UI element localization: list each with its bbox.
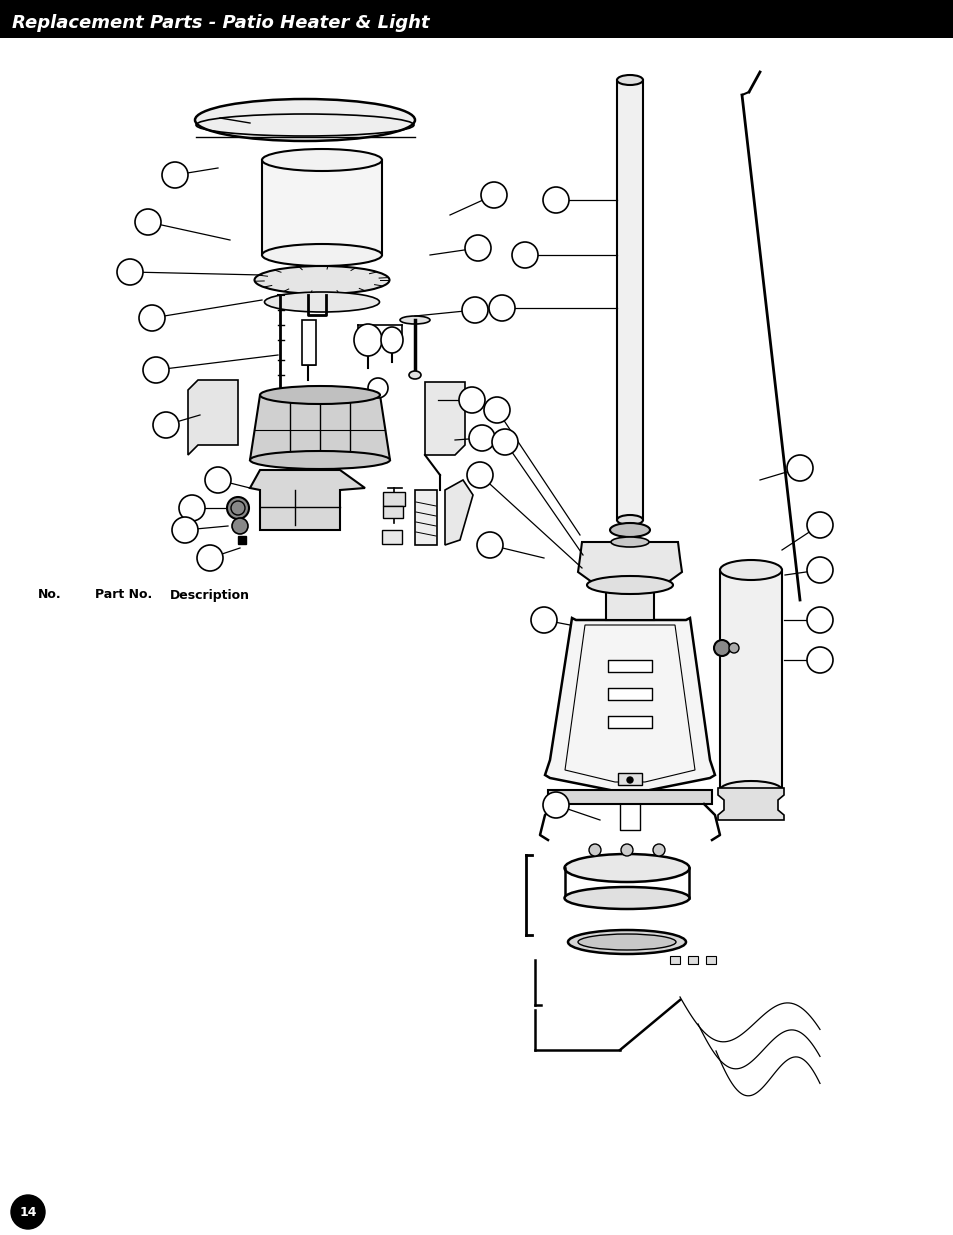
Circle shape <box>179 495 205 521</box>
Ellipse shape <box>354 324 381 356</box>
Circle shape <box>806 557 832 583</box>
Bar <box>607 716 651 727</box>
Bar <box>607 688 651 700</box>
Circle shape <box>152 412 179 438</box>
Circle shape <box>139 305 165 331</box>
Bar <box>237 536 246 543</box>
Circle shape <box>135 209 161 235</box>
Circle shape <box>806 513 832 538</box>
Ellipse shape <box>250 451 390 469</box>
Circle shape <box>652 844 664 856</box>
Circle shape <box>458 387 484 412</box>
Ellipse shape <box>399 316 430 324</box>
Polygon shape <box>544 618 714 795</box>
Circle shape <box>542 792 568 818</box>
Circle shape <box>492 429 517 454</box>
Circle shape <box>117 259 143 285</box>
Ellipse shape <box>262 245 381 266</box>
Polygon shape <box>188 380 237 454</box>
Circle shape <box>368 378 388 398</box>
Circle shape <box>172 517 198 543</box>
Circle shape <box>11 1195 45 1229</box>
Polygon shape <box>424 382 464 454</box>
Bar <box>720 571 781 790</box>
Ellipse shape <box>720 781 781 799</box>
Bar <box>607 659 651 672</box>
Bar <box>382 492 405 506</box>
Circle shape <box>231 501 245 515</box>
Bar <box>605 590 654 620</box>
Polygon shape <box>250 395 390 459</box>
Text: Replacement Parts - Patio Heater & Light: Replacement Parts - Patio Heater & Light <box>12 14 429 32</box>
Circle shape <box>806 647 832 673</box>
Bar <box>262 161 381 254</box>
Polygon shape <box>718 788 783 820</box>
Ellipse shape <box>609 522 649 537</box>
Circle shape <box>480 182 506 207</box>
Circle shape <box>626 777 633 783</box>
Circle shape <box>483 396 510 424</box>
Polygon shape <box>578 542 681 585</box>
Text: Part No.: Part No. <box>95 589 152 601</box>
Ellipse shape <box>564 853 689 882</box>
Circle shape <box>205 467 231 493</box>
Ellipse shape <box>409 370 420 379</box>
Circle shape <box>162 162 188 188</box>
Polygon shape <box>250 471 365 530</box>
Circle shape <box>713 640 729 656</box>
Bar <box>617 80 642 520</box>
Ellipse shape <box>254 266 389 294</box>
Circle shape <box>728 643 739 653</box>
Ellipse shape <box>610 537 648 547</box>
Ellipse shape <box>264 291 379 312</box>
Text: No.: No. <box>38 589 62 601</box>
Bar <box>547 790 711 804</box>
Ellipse shape <box>617 75 642 85</box>
Ellipse shape <box>617 515 642 525</box>
Bar <box>705 956 716 965</box>
Bar <box>381 530 401 543</box>
Ellipse shape <box>194 99 415 141</box>
Circle shape <box>464 235 491 261</box>
Bar <box>415 490 436 545</box>
Ellipse shape <box>380 327 402 353</box>
Circle shape <box>143 357 169 383</box>
Ellipse shape <box>586 576 672 594</box>
Circle shape <box>232 517 248 534</box>
Ellipse shape <box>567 930 685 953</box>
Ellipse shape <box>578 934 676 950</box>
Ellipse shape <box>260 387 379 404</box>
Circle shape <box>196 545 223 571</box>
Bar <box>302 320 315 366</box>
Circle shape <box>806 606 832 634</box>
Circle shape <box>512 242 537 268</box>
Circle shape <box>588 844 600 856</box>
Circle shape <box>469 425 495 451</box>
Bar <box>687 956 698 965</box>
Polygon shape <box>444 480 473 545</box>
Circle shape <box>467 462 493 488</box>
Circle shape <box>227 496 249 519</box>
Circle shape <box>461 296 488 324</box>
Ellipse shape <box>720 559 781 580</box>
Text: 14: 14 <box>19 1205 37 1219</box>
Text: Description: Description <box>170 589 250 601</box>
Circle shape <box>542 186 568 212</box>
Circle shape <box>489 295 515 321</box>
Circle shape <box>786 454 812 480</box>
Bar <box>618 773 641 785</box>
Bar <box>0 0 953 38</box>
Ellipse shape <box>564 887 689 909</box>
Bar <box>669 956 679 965</box>
Ellipse shape <box>262 149 381 170</box>
Circle shape <box>531 606 557 634</box>
Bar <box>382 506 402 517</box>
Circle shape <box>476 532 502 558</box>
Circle shape <box>620 844 633 856</box>
